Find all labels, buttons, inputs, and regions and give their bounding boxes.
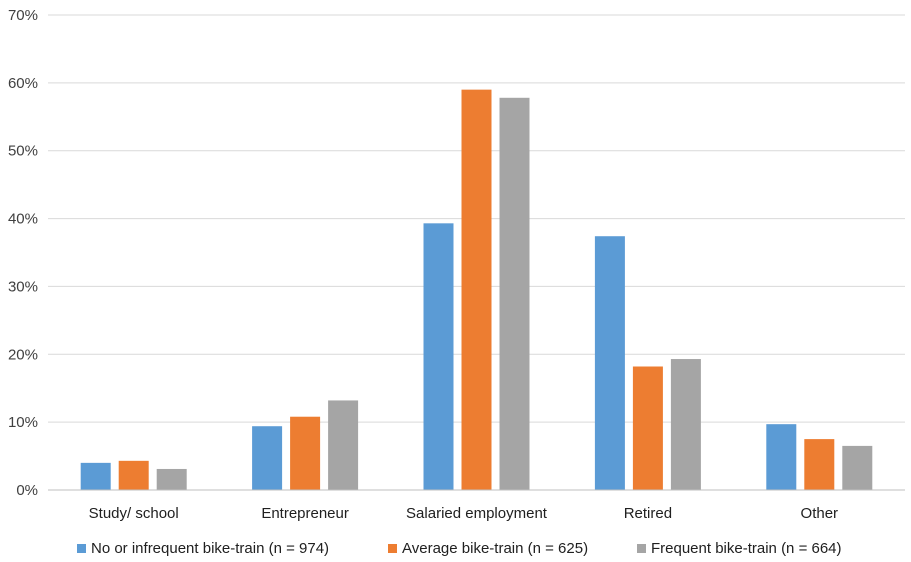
legend-label: Frequent bike-train (n = 664) [651, 540, 842, 557]
bar [80, 462, 111, 490]
bar [290, 416, 321, 490]
x-axis-category-labels: Study/ school Entrepreneur Salaried employ… [89, 505, 838, 522]
bar [328, 400, 359, 490]
legend-swatch [77, 544, 86, 553]
legend-swatch [637, 544, 646, 553]
y-tick-label: 0% [16, 482, 38, 499]
x-category-label: Study/ school [89, 505, 179, 522]
x-category-label: Retired [624, 505, 672, 522]
bar [804, 439, 835, 490]
x-category-label: Other [801, 505, 839, 522]
bar [842, 445, 873, 490]
bar [670, 359, 701, 490]
legend: No or infrequent bike-train (n = 974) Ave… [77, 540, 842, 557]
bar [632, 366, 663, 490]
bar [156, 468, 187, 490]
x-category-label: Entrepreneur [261, 505, 349, 522]
legend-swatch [388, 544, 397, 553]
y-tick-label: 70% [8, 7, 38, 24]
bar [594, 236, 625, 490]
x-category-label: Salaried employment [406, 505, 548, 522]
y-tick-label: 40% [8, 211, 38, 228]
y-tick-label: 60% [8, 75, 38, 92]
legend-label: No or infrequent bike-train (n = 974) [91, 540, 329, 557]
bar [252, 426, 283, 490]
bar [461, 89, 492, 491]
y-tick-label: 30% [8, 278, 38, 295]
y-tick-label: 50% [8, 143, 38, 160]
y-axis-tick-labels: 0% 10% 20% 30% 40% 50% 60% 70% [8, 7, 38, 499]
bar [423, 223, 454, 491]
bar [118, 460, 149, 490]
y-tick-label: 20% [8, 346, 38, 363]
bar [766, 424, 797, 490]
legend-label: Average bike-train (n = 625) [402, 540, 588, 557]
bars [80, 89, 873, 491]
y-tick-label: 10% [8, 414, 38, 431]
bar [499, 97, 530, 491]
